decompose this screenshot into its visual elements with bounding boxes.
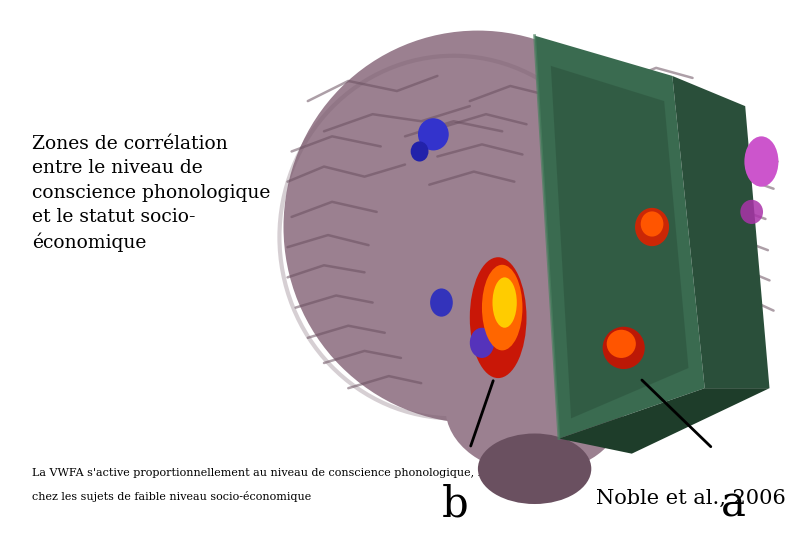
Ellipse shape bbox=[478, 434, 591, 504]
Circle shape bbox=[430, 288, 453, 316]
Ellipse shape bbox=[284, 31, 672, 423]
Ellipse shape bbox=[492, 278, 517, 328]
Polygon shape bbox=[672, 76, 770, 388]
Ellipse shape bbox=[607, 330, 636, 358]
Polygon shape bbox=[551, 66, 688, 418]
Ellipse shape bbox=[603, 327, 645, 369]
Circle shape bbox=[470, 328, 494, 358]
Polygon shape bbox=[559, 388, 770, 454]
Ellipse shape bbox=[744, 136, 778, 187]
Ellipse shape bbox=[635, 208, 669, 246]
Ellipse shape bbox=[641, 211, 663, 237]
Ellipse shape bbox=[482, 265, 522, 350]
Polygon shape bbox=[535, 36, 705, 438]
Text: Zones de corrélation
entre le niveau de
conscience phonologique
et le statut soc: Zones de corrélation entre le niveau de … bbox=[32, 135, 271, 252]
Text: b: b bbox=[441, 484, 468, 526]
Text: chez les sujets de faible niveau socio-économique: chez les sujets de faible niveau socio-é… bbox=[32, 491, 312, 502]
Text: a: a bbox=[721, 484, 746, 526]
Text: La VWFA s'active proportionnellement au niveau de conscience phonologique, mais : La VWFA s'active proportionnellement au … bbox=[32, 468, 566, 478]
Ellipse shape bbox=[411, 141, 428, 161]
Ellipse shape bbox=[470, 257, 526, 378]
Text: Noble et al., 2006: Noble et al., 2006 bbox=[596, 489, 786, 508]
Ellipse shape bbox=[740, 200, 763, 224]
Ellipse shape bbox=[418, 118, 449, 151]
Ellipse shape bbox=[446, 343, 624, 474]
